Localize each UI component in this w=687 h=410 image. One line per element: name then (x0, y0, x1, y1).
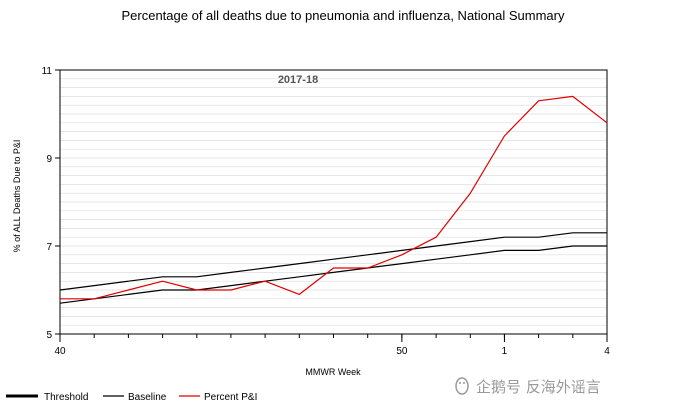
x-tick-label: 50 (396, 346, 408, 357)
gridlines (60, 78, 607, 326)
watermark-text: 企鹅号 反海外谣言 (476, 378, 601, 396)
percent-pi-line (60, 95, 608, 300)
penguin-logo-icon (455, 377, 469, 395)
x-tick-label: 40 (54, 346, 66, 357)
baseline-line (59, 245, 607, 304)
season-label: 2017-18 (278, 74, 318, 86)
legend-label-percent-pi: Percent P&I (204, 392, 257, 403)
x-tick-label: 4 (604, 346, 610, 357)
legend-item-percent-pi: Percent P&I (179, 392, 257, 403)
x-axis: 40 50 1 4 (54, 334, 610, 357)
legend: Threshold Baseline Percent P&I (6, 392, 257, 403)
y-tick-label: 11 (42, 66, 53, 77)
y-axis-label: % of ALL Deaths Due to P&I (12, 140, 22, 253)
legend-item-baseline: Baseline (103, 392, 167, 403)
threshold-line (59, 232, 607, 291)
watermark: 企鹅号 反海外谣言 (455, 377, 601, 396)
chart-title: Percentage of all deaths due to pneumoni… (121, 8, 565, 23)
legend-label-threshold: Threshold (44, 392, 88, 403)
legend-label-baseline: Baseline (128, 392, 167, 403)
y-tick-label: 7 (46, 242, 52, 253)
y-axis: 5 7 9 11 (42, 66, 60, 341)
x-tick-label: 1 (502, 346, 508, 357)
legend-item-threshold: Threshold (6, 392, 88, 403)
y-tick-label: 5 (46, 330, 52, 341)
series-lines (59, 95, 608, 304)
x-axis-label: MMWR Week (305, 367, 361, 377)
y-tick-label: 9 (46, 154, 52, 165)
